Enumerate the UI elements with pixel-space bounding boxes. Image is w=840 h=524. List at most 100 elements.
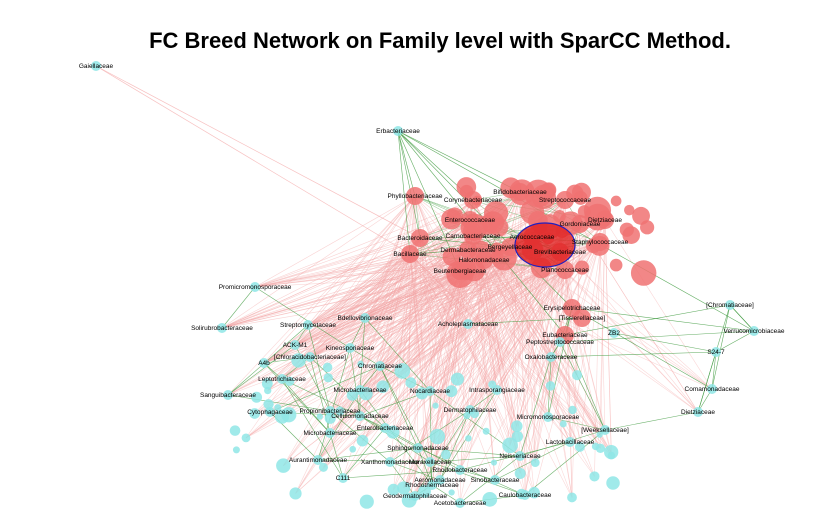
taxon-node <box>376 380 390 393</box>
taxon-node <box>565 437 575 447</box>
taxon-node <box>261 378 273 390</box>
network-edge <box>711 304 731 390</box>
taxon-node <box>393 126 403 136</box>
network-edge <box>307 199 566 326</box>
taxon-node <box>440 449 451 460</box>
taxon-node <box>289 487 302 500</box>
taxon-node <box>432 402 439 409</box>
network-edge <box>547 416 606 431</box>
node-label: Xanthomonadaceae <box>361 459 420 466</box>
node-label: A4b <box>258 360 270 367</box>
network-edge <box>524 269 566 496</box>
node-label: S24-7 <box>707 349 725 356</box>
taxon-node <box>265 407 275 417</box>
network-edge <box>711 351 717 390</box>
taxon-node <box>359 494 374 509</box>
network-edge <box>221 199 566 329</box>
network-edge <box>469 269 566 411</box>
taxon-node <box>455 465 465 475</box>
network-edge <box>349 317 366 349</box>
node-label: Propionibacteriaceae <box>299 408 360 415</box>
node-label: Halomonadaceae <box>459 257 510 264</box>
network-edge <box>309 251 561 358</box>
network-edge <box>359 365 381 391</box>
network-edge <box>715 330 755 353</box>
network-edge <box>307 219 471 326</box>
network-edge <box>339 237 421 412</box>
network-edge <box>409 253 612 453</box>
taxon-node <box>725 300 735 310</box>
node-label: Geodermatophilaceae <box>383 493 447 500</box>
network-edge <box>245 269 566 439</box>
taxon-node <box>463 319 473 329</box>
network-edge <box>403 236 533 489</box>
network-edge <box>397 130 416 197</box>
network-edge <box>281 249 469 417</box>
network-edge <box>459 246 511 504</box>
network-edge <box>429 455 521 463</box>
taxon-node <box>571 215 589 233</box>
taxon-node <box>316 413 323 420</box>
network-edge <box>329 259 485 434</box>
network-edge <box>467 249 606 431</box>
node-label: Bergeyellaceae <box>488 244 533 251</box>
taxon-node <box>555 337 565 347</box>
node-label: Caulobacteraceae <box>499 492 552 499</box>
taxon-node <box>482 427 490 435</box>
node-label: Bacteroidaceae <box>397 235 443 242</box>
taxon-node <box>318 462 329 472</box>
network-edge <box>472 235 571 443</box>
node-label: Acetobacteraceae <box>434 500 487 507</box>
taxon-node <box>290 340 300 350</box>
taxon-node <box>600 425 610 435</box>
taxon-node <box>345 343 355 353</box>
network-edge <box>263 219 471 364</box>
node-label: Gaiellaceae <box>79 63 114 70</box>
taxon-node <box>429 428 446 445</box>
network-edge <box>409 253 498 391</box>
network-edge <box>414 223 581 497</box>
network-edge <box>564 199 699 413</box>
network-edge <box>483 259 551 387</box>
network-edge <box>559 251 600 435</box>
taxon-node <box>355 411 365 421</box>
network-edge <box>379 251 561 367</box>
network-edge <box>509 246 535 493</box>
node-label: Brevibacteriaceae <box>534 249 586 256</box>
taxon-node <box>380 423 390 433</box>
network-edge <box>329 432 344 479</box>
network-edge <box>384 237 421 429</box>
taxon-node <box>406 187 424 205</box>
network-edge <box>254 219 471 288</box>
node-label: Dermabacteraceae <box>440 247 496 254</box>
network-edge <box>533 241 601 493</box>
network-edge <box>445 241 601 455</box>
taxon-node <box>630 260 657 286</box>
node-label: Moraxellaceae <box>409 459 452 466</box>
network-edge <box>329 427 386 434</box>
network-edge <box>393 241 601 490</box>
node-label: Sphingomonadaceae <box>387 445 449 452</box>
node-label: Dietziaceae <box>588 217 622 224</box>
network-edge <box>397 130 521 193</box>
taxon-node <box>355 385 365 395</box>
node-label: Sinobacteraceae <box>471 477 520 484</box>
taxon-node <box>277 374 287 384</box>
network-edge <box>221 259 485 329</box>
network-edge <box>429 219 606 392</box>
node-label: Beutenbergiaceae <box>434 268 487 275</box>
hub-node-cluster <box>514 222 576 268</box>
taxon-node <box>610 195 622 207</box>
node-label: Intrasporangiaceae <box>469 387 525 394</box>
node-label: Enterobacteriaceae <box>357 425 414 432</box>
taxon-node <box>249 408 260 419</box>
network-edge <box>491 269 566 385</box>
network-edge <box>359 317 366 391</box>
network-edge <box>317 447 419 461</box>
node-label: Cellulomonadaceae <box>331 413 389 420</box>
network-edge <box>424 249 469 492</box>
network-nodes <box>91 61 759 509</box>
network-edge <box>472 235 581 448</box>
network-edge <box>417 447 433 486</box>
